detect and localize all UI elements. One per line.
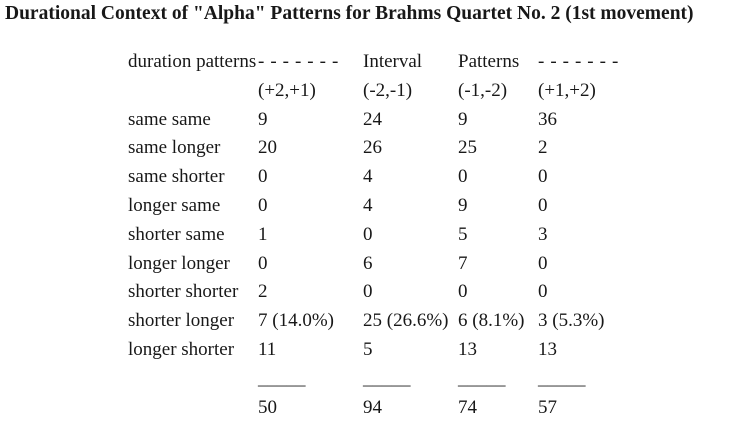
header-dashes-right: -------: [538, 51, 625, 72]
value-cell: 6 (8.1%): [458, 310, 525, 332]
row-label: longer same: [128, 194, 221, 216]
header-duration-patterns: duration patterns: [128, 51, 257, 72]
row-label: longer longer: [128, 252, 230, 274]
value-cell: 7: [458, 252, 468, 274]
value-cell: 0: [363, 223, 373, 245]
value-cell: 0: [458, 166, 468, 188]
column-rule: _____: [458, 367, 506, 389]
totals-spacer: [128, 394, 258, 423]
total-value: 57: [538, 396, 557, 418]
value-cell: 0: [458, 281, 468, 303]
value-cell: 3: [538, 223, 548, 245]
value-cell: 4: [363, 194, 373, 216]
row-label: shorter same: [128, 223, 225, 245]
row-label: longer shorter: [128, 338, 235, 360]
value-cell: 4: [363, 166, 373, 188]
row-label: same same: [128, 108, 211, 130]
header-col-plus1plus2: (+1,+2): [538, 79, 596, 101]
value-cell: 7 (14.0%): [258, 310, 334, 332]
header-interval: Interval: [363, 51, 423, 72]
value-cell: 0: [258, 166, 268, 188]
row-label: same longer: [128, 137, 221, 159]
value-cell: 6: [363, 252, 373, 274]
value-cell: 0: [538, 281, 548, 303]
value-cell: 9: [458, 108, 468, 130]
data-table: duration patterns ------- Interval Patte…: [128, 48, 703, 422]
column-rule: _____: [258, 367, 306, 389]
value-cell: 1: [258, 223, 268, 245]
column-rule: _____: [538, 367, 586, 389]
value-cell: 5: [458, 223, 468, 245]
header-patterns: Patterns: [458, 51, 520, 72]
value-cell: 24: [363, 108, 382, 130]
value-cell: 25: [458, 137, 477, 159]
total-value: 94: [363, 396, 382, 418]
value-cell: 0: [538, 166, 548, 188]
row-label: shorter longer: [128, 310, 235, 332]
total-value: 74: [458, 396, 477, 418]
value-cell: 13: [538, 338, 557, 360]
header-col-minus2minus1: (-2,-1): [363, 79, 413, 101]
value-cell: 2: [538, 137, 548, 159]
value-cell: 20: [258, 137, 277, 159]
value-cell: 36: [538, 108, 557, 130]
column-rule: _____: [363, 367, 411, 389]
value-cell: 0: [363, 281, 373, 303]
value-cell: 9: [458, 194, 468, 216]
header-dashes-left: -------: [258, 51, 345, 72]
value-cell: 0: [538, 194, 548, 216]
row-label: shorter shorter: [128, 281, 239, 303]
value-cell: 11: [258, 338, 277, 360]
value-cell: 26: [363, 137, 382, 159]
value-cell: 13: [458, 338, 477, 360]
rule-spacer: [128, 365, 258, 394]
total-value: 50: [258, 396, 277, 418]
value-cell: 3 (5.3%): [538, 310, 605, 332]
header-spacer: [128, 77, 258, 106]
value-cell: 9: [258, 108, 268, 130]
value-cell: 0: [538, 252, 548, 274]
header-col-plus2plus1: (+2,+1): [258, 79, 316, 101]
table-title: Durational Context of "Alpha" Patterns f…: [5, 3, 694, 24]
value-cell: 25 (26.6%): [363, 310, 449, 332]
value-cell: 0: [258, 194, 268, 216]
value-cell: 2: [258, 281, 268, 303]
header-col-minus1minus2: (-1,-2): [458, 79, 508, 101]
value-cell: 5: [363, 338, 373, 360]
value-cell: 0: [258, 252, 268, 274]
row-label: same shorter: [128, 166, 225, 188]
